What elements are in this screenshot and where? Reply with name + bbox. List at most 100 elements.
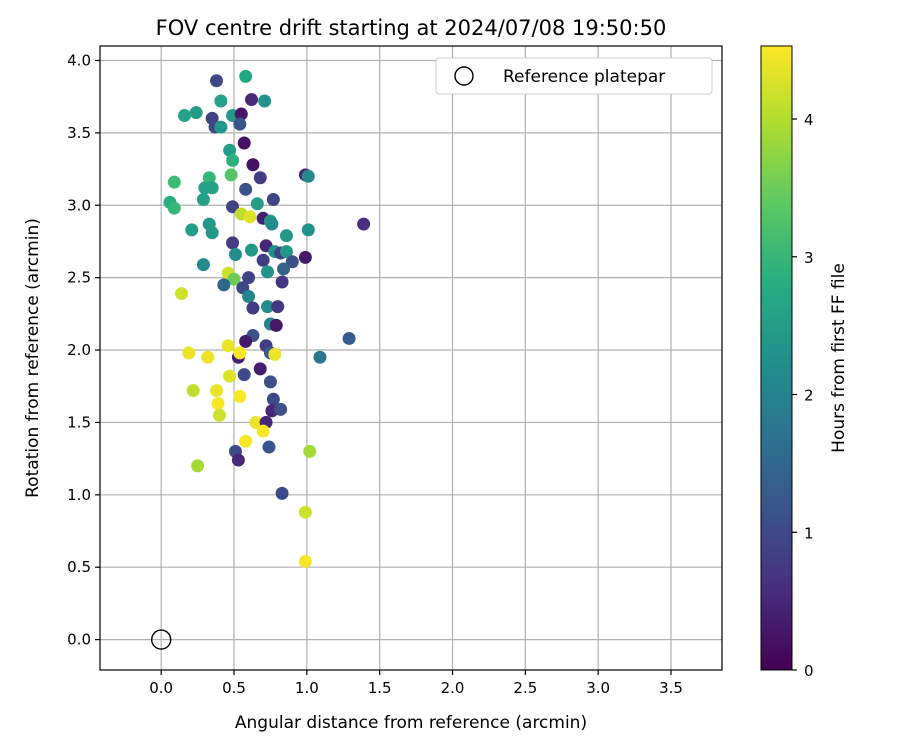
data-point <box>214 94 228 108</box>
data-point <box>258 94 272 108</box>
data-point <box>228 247 242 261</box>
data-point <box>279 245 293 259</box>
data-point <box>185 223 199 237</box>
x-tick-label: 0.5 <box>222 679 246 697</box>
data-point <box>239 69 253 83</box>
data-point <box>275 275 289 289</box>
y-tick-label: 0.5 <box>67 558 91 576</box>
colorbar-tick-label: 2 <box>804 387 814 405</box>
legend-marker <box>454 66 474 86</box>
data-point <box>249 415 263 429</box>
x-axis-ticks: 0.0 0.5 1.0 1.5 2.0 2.5 3.0 3.5 <box>149 670 683 697</box>
data-point <box>196 258 210 272</box>
reference-marker-group <box>150 629 172 650</box>
data-point <box>244 93 258 107</box>
colorbar-tick-label: 1 <box>804 524 814 542</box>
data-point <box>243 210 257 224</box>
x-tick-label: 2.0 <box>441 679 465 697</box>
data-point <box>301 223 315 237</box>
x-tick-label: 2.5 <box>513 679 537 697</box>
data-point <box>237 368 251 382</box>
data-point <box>246 301 260 315</box>
colorbar: 0 1 2 3 4 Hours from first FF file <box>760 45 849 680</box>
data-point <box>261 265 275 279</box>
data-point <box>210 384 224 398</box>
data-point <box>221 339 235 353</box>
data-point <box>196 192 210 206</box>
colorbar-tick-label: 3 <box>804 249 814 267</box>
data-point <box>239 182 253 196</box>
x-tick-label: 1.5 <box>368 679 392 697</box>
data-point <box>214 120 228 134</box>
data-point <box>233 346 247 360</box>
data-point <box>231 453 245 467</box>
data-point <box>250 197 264 211</box>
data-point <box>265 217 279 231</box>
data-point <box>237 136 251 150</box>
data-point <box>210 74 224 88</box>
data-point <box>233 117 247 131</box>
data-point <box>223 369 237 383</box>
data-point <box>239 434 253 448</box>
reference-marker <box>150 629 172 650</box>
colorbar-tick-label: 0 <box>804 662 814 680</box>
data-point <box>277 262 291 276</box>
data-points <box>163 69 371 568</box>
data-point <box>342 331 356 345</box>
y-tick-label: 0.0 <box>67 631 91 649</box>
data-point <box>242 271 256 285</box>
y-axis-label: Rotation from reference (arcmin) <box>23 218 43 498</box>
data-point <box>261 300 275 314</box>
data-point <box>201 350 215 364</box>
plot-frame <box>99 45 723 671</box>
data-point <box>175 287 189 301</box>
colorbar-gradient <box>760 45 793 671</box>
data-point <box>244 243 258 257</box>
data-point <box>226 153 240 167</box>
data-point <box>202 171 216 185</box>
data-point <box>211 397 225 411</box>
legend: Reference platepar <box>435 57 713 95</box>
legend-box <box>435 57 713 95</box>
data-point <box>262 440 276 454</box>
data-point <box>266 192 280 206</box>
data-point <box>263 375 277 389</box>
data-point <box>234 107 248 121</box>
data-point <box>226 236 240 250</box>
x-tick-label: 0.0 <box>149 679 173 697</box>
data-point <box>271 300 285 314</box>
data-point <box>266 392 280 406</box>
data-point <box>186 384 200 398</box>
data-point <box>167 201 181 215</box>
data-point <box>205 181 219 195</box>
data-point <box>223 143 237 157</box>
x-tick-label: 3.5 <box>659 679 683 697</box>
y-tick-label: 3.0 <box>67 196 91 214</box>
data-point <box>279 229 293 243</box>
y-tick-label: 1.0 <box>67 486 91 504</box>
data-point <box>224 168 238 182</box>
colorbar-tick-label: 4 <box>804 111 814 129</box>
data-point <box>217 278 231 292</box>
chart-title: FOV centre drift starting at 2024/07/08 … <box>156 16 667 40</box>
colorbar-label: Hours from first FF file <box>829 263 849 453</box>
x-tick-label: 1.0 <box>295 679 319 697</box>
data-point <box>275 486 289 500</box>
data-point <box>205 226 219 240</box>
data-point <box>212 408 226 422</box>
data-point <box>268 347 282 361</box>
data-point <box>303 444 317 458</box>
data-point <box>253 171 267 185</box>
data-point <box>189 106 203 120</box>
data-point <box>239 334 253 348</box>
data-point <box>191 459 205 473</box>
colorbar-ticks: 0 1 2 3 4 <box>792 111 814 680</box>
data-point <box>298 505 312 519</box>
data-point <box>298 554 312 568</box>
data-point <box>256 424 270 438</box>
data-point <box>313 350 327 364</box>
data-point <box>285 255 299 269</box>
y-axis-ticks: 0.0 0.5 1.0 1.5 2.0 2.5 3.0 3.5 4.0 <box>67 51 100 649</box>
data-point <box>242 289 256 303</box>
